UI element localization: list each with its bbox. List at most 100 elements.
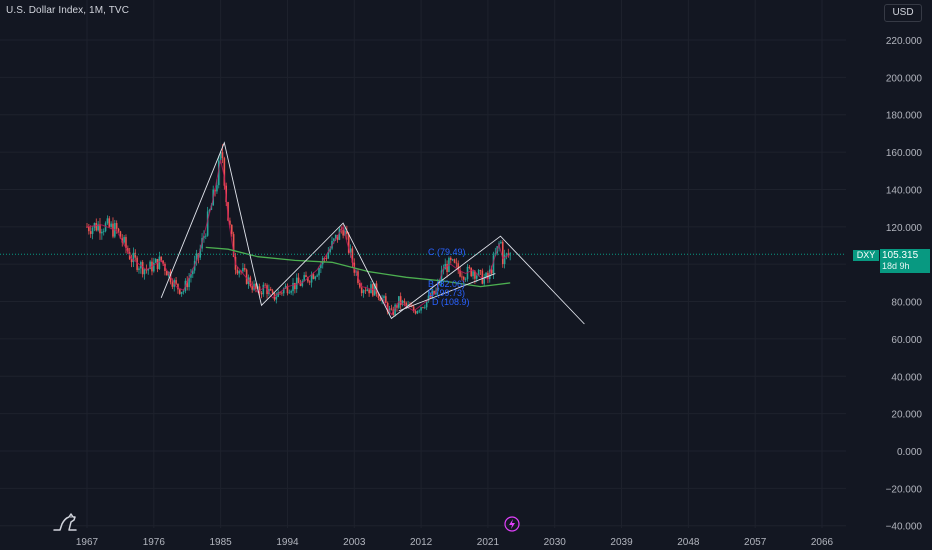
current-price: 105.315 bbox=[882, 250, 919, 261]
x-tick-label: 2003 bbox=[343, 537, 366, 548]
candle-body bbox=[425, 300, 428, 308]
candle-body bbox=[385, 296, 387, 303]
drawn-pattern-lines bbox=[160, 141, 585, 325]
candle-body bbox=[204, 235, 207, 237]
candle-body bbox=[242, 268, 244, 272]
candle-body bbox=[88, 226, 90, 232]
candle-body bbox=[236, 269, 239, 274]
candle-body bbox=[377, 293, 380, 298]
candle-body bbox=[407, 304, 409, 306]
candle-body bbox=[396, 304, 398, 308]
candle-body bbox=[368, 289, 370, 294]
candle-body bbox=[383, 296, 385, 298]
candle-body bbox=[420, 307, 422, 311]
candle-body bbox=[440, 270, 443, 283]
candle-body bbox=[99, 224, 101, 234]
candle-body bbox=[399, 296, 402, 305]
candle-body bbox=[336, 234, 339, 240]
candle-body bbox=[206, 211, 209, 236]
y-axis: 220.000 200.000 180.000 160.000 140.000 120.0… bbox=[886, 36, 923, 533]
currency-button[interactable]: USD bbox=[884, 4, 922, 22]
candle-body bbox=[390, 308, 393, 310]
moving-average-series bbox=[205, 246, 511, 288]
candle-body bbox=[301, 281, 304, 286]
candle-body bbox=[127, 248, 129, 253]
candle-body bbox=[449, 257, 452, 260]
candle-body bbox=[427, 295, 430, 301]
y-tick-label: 160.000 bbox=[886, 148, 923, 159]
candle-body bbox=[143, 269, 146, 275]
candle-body bbox=[132, 252, 135, 263]
candle-body bbox=[136, 257, 138, 270]
x-tick-label: 2057 bbox=[744, 537, 767, 548]
y-tick-label: 180.000 bbox=[886, 111, 923, 122]
candle-body bbox=[477, 270, 480, 276]
candle-body bbox=[221, 152, 224, 159]
candle-body bbox=[284, 285, 287, 289]
x-tick-label: 1994 bbox=[276, 537, 299, 548]
candle-body bbox=[149, 261, 151, 270]
candle-body bbox=[333, 238, 335, 241]
candle-body bbox=[492, 255, 495, 274]
y-tick-label: 0.000 bbox=[897, 447, 922, 458]
candle-body bbox=[431, 290, 434, 298]
y-tick-label: 40.000 bbox=[891, 372, 922, 383]
candle-body bbox=[191, 270, 194, 275]
candle-body bbox=[232, 234, 235, 257]
zigzag-pattern-line bbox=[160, 141, 585, 325]
candle-body bbox=[216, 185, 218, 192]
candle-body bbox=[379, 297, 382, 301]
candle-body bbox=[501, 241, 504, 265]
candle-body bbox=[316, 275, 318, 277]
candle-body bbox=[346, 230, 348, 234]
candle-body bbox=[219, 152, 222, 161]
candle-body bbox=[208, 209, 211, 212]
candle-body bbox=[223, 158, 226, 186]
candle-body bbox=[182, 291, 185, 292]
pattern-label-d: D (108.9) bbox=[432, 297, 470, 307]
candle-body bbox=[190, 274, 192, 278]
candle-body bbox=[475, 275, 478, 279]
candle-body bbox=[249, 277, 252, 286]
candle-body bbox=[366, 289, 369, 291]
candle-body bbox=[481, 270, 484, 284]
y-tick-label: 200.000 bbox=[886, 73, 923, 84]
candle-body bbox=[134, 252, 137, 258]
candle-body bbox=[468, 266, 471, 268]
candle-body bbox=[175, 280, 177, 284]
candle-body bbox=[297, 277, 300, 283]
candle-body bbox=[305, 275, 307, 278]
y-tick-label: 140.000 bbox=[886, 185, 923, 196]
candle-body bbox=[451, 259, 454, 261]
tradingview-logo-icon[interactable] bbox=[52, 512, 78, 532]
candle-body bbox=[199, 248, 202, 258]
candle-body bbox=[230, 224, 233, 235]
candle-body bbox=[364, 290, 367, 292]
candle-body bbox=[264, 284, 266, 286]
candle-body bbox=[102, 231, 105, 233]
candle-body bbox=[108, 218, 111, 227]
candle-body bbox=[177, 283, 179, 290]
candle-body bbox=[162, 260, 164, 264]
x-tick-label: 1967 bbox=[76, 537, 99, 548]
candle-body bbox=[470, 267, 473, 277]
symbol-tag: DXY bbox=[853, 250, 879, 261]
candle-body bbox=[258, 286, 261, 293]
candle-body bbox=[457, 263, 460, 271]
lightning-icon[interactable] bbox=[504, 516, 520, 532]
candle-body bbox=[359, 282, 361, 288]
candle-body bbox=[141, 262, 144, 275]
candle-body bbox=[405, 302, 408, 306]
candle-body bbox=[442, 269, 445, 271]
x-tick-label: 2048 bbox=[677, 537, 700, 548]
x-tick-label: 2021 bbox=[477, 537, 500, 548]
x-axis: 1967 1976 1985 1994 2003 2012 2021 2030 2039 2048… bbox=[76, 537, 834, 548]
candle-body bbox=[93, 223, 96, 228]
candle-body bbox=[462, 276, 465, 280]
candle-body bbox=[403, 300, 406, 303]
candle-body bbox=[422, 307, 424, 308]
candle-body bbox=[360, 287, 363, 294]
candle-body bbox=[153, 262, 155, 272]
pattern-label-b: B (82.06) bbox=[428, 279, 465, 289]
